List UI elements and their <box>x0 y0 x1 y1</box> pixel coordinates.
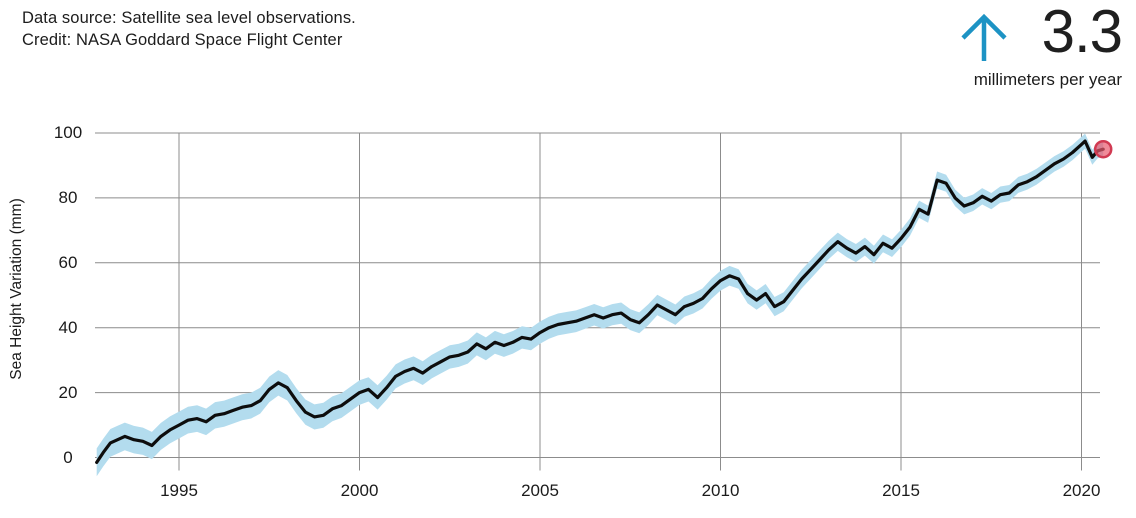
rate-value: 3.3 <box>1041 0 1123 65</box>
uncertainty-band <box>96 133 1104 477</box>
credit-line: Credit: NASA Goddard Space Flight Center <box>22 31 343 49</box>
y-axis-title: Sea Height Variation (mm) <box>8 198 25 380</box>
trend-rate-block: 3.3 millimeters per year <box>973 0 1123 90</box>
sea-level-line <box>95 139 1105 464</box>
data-credit-block: Data source: Satellite sea level observa… <box>22 7 356 51</box>
up-arrow-icon <box>961 13 1007 61</box>
latest-point-marker <box>1093 139 1113 159</box>
rate-unit: millimeters per year <box>973 70 1122 89</box>
data-source-line: Data source: Satellite sea level observa… <box>22 9 356 27</box>
